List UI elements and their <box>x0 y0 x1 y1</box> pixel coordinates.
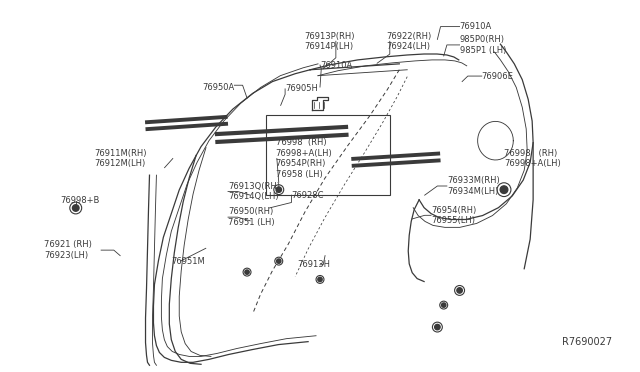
Circle shape <box>457 288 462 293</box>
Circle shape <box>500 186 508 193</box>
Text: R7690027: R7690027 <box>562 337 612 347</box>
Text: 76921 (RH)
76923(LH): 76921 (RH) 76923(LH) <box>44 240 92 260</box>
Text: 985P0(RH)
985P1 (LH): 985P0(RH) 985P1 (LH) <box>460 35 506 55</box>
Circle shape <box>318 277 322 282</box>
Circle shape <box>276 187 282 192</box>
Text: 76950(RH)
76951 (LH): 76950(RH) 76951 (LH) <box>228 208 275 227</box>
Text: 76954(RH)
76955(LH): 76954(RH) 76955(LH) <box>431 206 476 225</box>
Text: 76928C: 76928C <box>291 191 324 200</box>
Text: 76911M(RH)
76912M(LH): 76911M(RH) 76912M(LH) <box>95 149 147 168</box>
Circle shape <box>245 270 249 274</box>
Text: 76998  (RH)
76998+A(LH)
76954P(RH)
76958 (LH): 76998 (RH) 76998+A(LH) 76954P(RH) 76958 … <box>276 138 332 179</box>
Text: 76905H: 76905H <box>285 84 318 93</box>
Circle shape <box>435 324 440 330</box>
Text: 76910A: 76910A <box>320 61 352 70</box>
Circle shape <box>72 205 79 211</box>
Text: 76998   (RH)
76998+A(LH): 76998 (RH) 76998+A(LH) <box>504 149 561 168</box>
Text: 76951M: 76951M <box>171 257 205 266</box>
Circle shape <box>276 259 281 263</box>
Text: 76933M(RH)
76934M(LH): 76933M(RH) 76934M(LH) <box>447 176 500 196</box>
Text: 76913Q(RH)
76914Q(LH): 76913Q(RH) 76914Q(LH) <box>228 182 280 201</box>
Text: 76950A: 76950A <box>202 83 234 92</box>
Text: 76910A: 76910A <box>460 22 492 31</box>
Text: 76906E: 76906E <box>482 71 514 81</box>
Text: 76922(RH)
76924(LH): 76922(RH) 76924(LH) <box>387 32 432 51</box>
Circle shape <box>442 303 446 307</box>
Text: 76913H: 76913H <box>298 260 331 269</box>
Text: 76913P(RH)
76914P(LH): 76913P(RH) 76914P(LH) <box>304 32 355 51</box>
Text: 76998+B: 76998+B <box>60 196 99 205</box>
